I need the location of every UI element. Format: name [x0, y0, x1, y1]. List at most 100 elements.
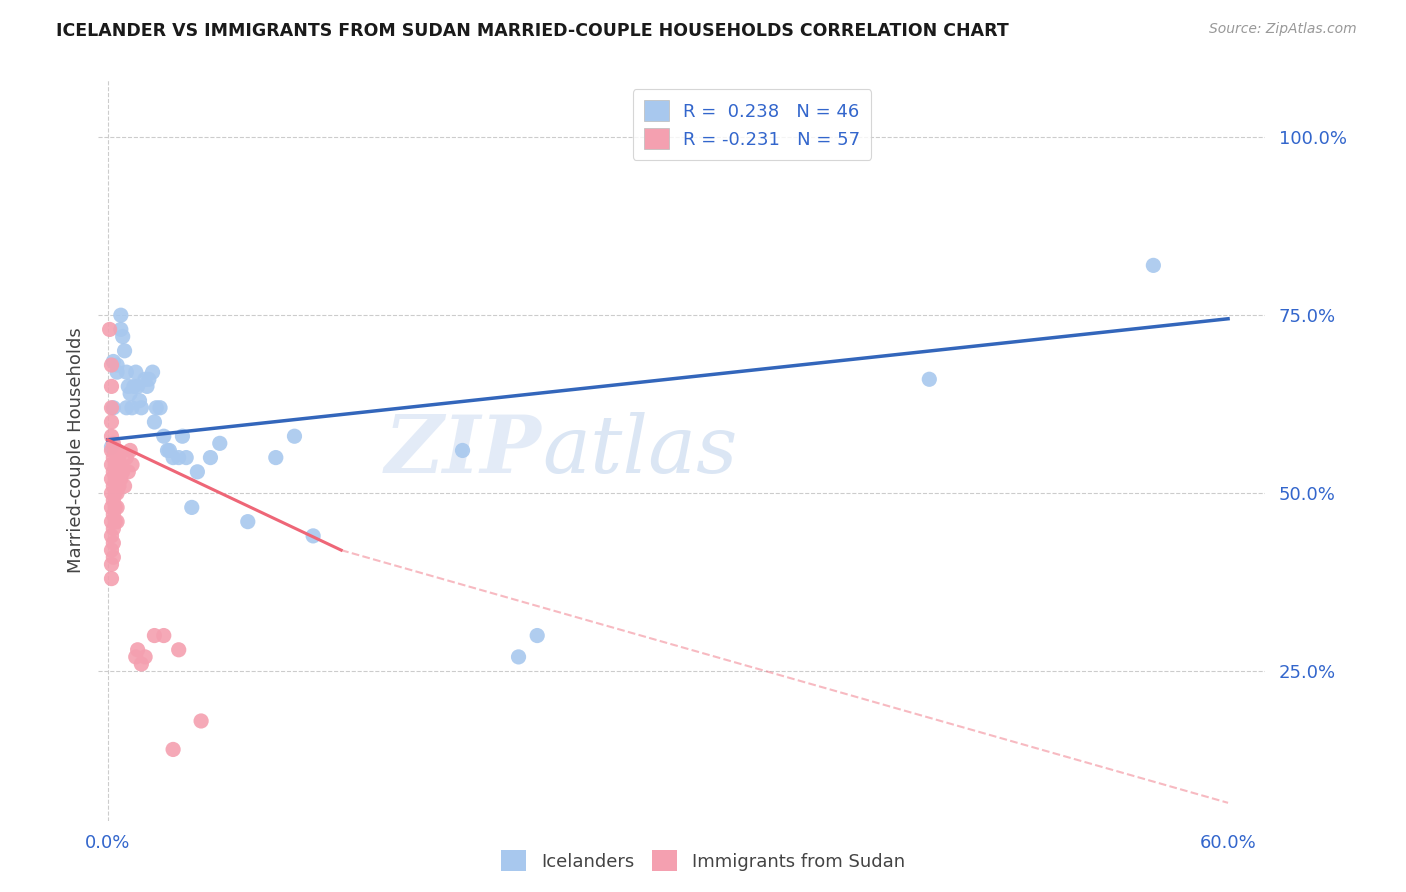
Point [152, 429, 174, 443]
Point [100, 543, 122, 558]
Point [302, 529, 325, 543]
Point [134, 649, 156, 664]
Point [145, 401, 167, 415]
Text: ICELANDER VS IMMIGRANTS FROM SUDAN MARRIED-COUPLE HOUSEHOLDS CORRELATION CHART: ICELANDER VS IMMIGRANTS FROM SUDAN MARRI… [56, 22, 1010, 40]
Point [208, 436, 231, 450]
Point [103, 401, 125, 415]
Point [100, 358, 122, 372]
Point [100, 558, 122, 572]
Point [200, 450, 222, 465]
Point [103, 522, 125, 536]
Point [143, 629, 166, 643]
Point [115, 365, 138, 379]
Point [103, 436, 125, 450]
Point [103, 550, 125, 565]
Point [236, 515, 259, 529]
Point [111, 465, 134, 479]
Point [114, 343, 136, 358]
Point [100, 379, 122, 393]
Text: atlas: atlas [541, 412, 737, 489]
Point [105, 365, 128, 379]
Point [100, 415, 122, 429]
Point [100, 443, 122, 458]
Point [103, 493, 125, 508]
Point [100, 472, 122, 486]
Point [157, 443, 180, 458]
Point [138, 372, 160, 386]
Point [100, 529, 122, 543]
Point [100, 458, 122, 472]
Point [508, 649, 530, 664]
Point [104, 500, 127, 515]
Point [100, 572, 122, 586]
Point [526, 629, 548, 643]
Point [100, 486, 122, 500]
Point [105, 515, 128, 529]
Legend: Icelanders, Immigrants from Sudan: Icelanders, Immigrants from Sudan [494, 843, 912, 879]
Point [283, 429, 305, 443]
Y-axis label: Married-couple Households: Married-couple Households [66, 327, 84, 574]
Point [110, 308, 132, 322]
Point [180, 500, 202, 515]
Point [174, 450, 197, 465]
Point [105, 486, 128, 500]
Point [104, 458, 127, 472]
Point [162, 742, 184, 756]
Point [127, 379, 149, 393]
Point [104, 443, 127, 458]
Point [134, 372, 156, 386]
Point [100, 500, 122, 515]
Point [167, 450, 190, 465]
Point [103, 536, 125, 550]
Point [264, 450, 287, 465]
Point [108, 450, 131, 465]
Point [128, 393, 150, 408]
Point [162, 450, 184, 465]
Point [100, 401, 122, 415]
Point [104, 472, 127, 486]
Point [104, 515, 127, 529]
Point [104, 486, 127, 500]
Point [125, 365, 148, 379]
Point [114, 479, 136, 493]
Point [108, 479, 131, 493]
Point [110, 472, 132, 486]
Point [105, 443, 128, 458]
Point [110, 458, 132, 472]
Point [100, 440, 122, 454]
Point [108, 465, 131, 479]
Point [105, 472, 128, 486]
Point [105, 358, 128, 372]
Point [186, 465, 208, 479]
Point [103, 450, 125, 465]
Point [98, 322, 121, 336]
Point [127, 642, 149, 657]
Point [451, 443, 474, 458]
Text: Source: ZipAtlas.com: Source: ZipAtlas.com [1209, 22, 1357, 37]
Point [103, 479, 125, 493]
Point [103, 465, 125, 479]
Point [152, 629, 174, 643]
Point [105, 500, 128, 515]
Point [131, 401, 153, 415]
Point [1142, 259, 1164, 273]
Point [156, 443, 179, 458]
Point [103, 508, 125, 522]
Point [105, 458, 128, 472]
Point [110, 322, 132, 336]
Point [103, 354, 125, 368]
Point [111, 329, 134, 343]
Point [115, 450, 138, 465]
Point [918, 372, 941, 386]
Point [121, 458, 143, 472]
Legend: R =  0.238   N = 46, R = -0.231   N = 57: R = 0.238 N = 46, R = -0.231 N = 57 [633, 89, 872, 160]
Point [172, 429, 194, 443]
Point [167, 642, 190, 657]
Point [117, 465, 139, 479]
Point [122, 379, 145, 393]
Point [117, 379, 139, 393]
Point [100, 429, 122, 443]
Point [190, 714, 212, 728]
Point [120, 386, 142, 401]
Point [120, 443, 142, 458]
